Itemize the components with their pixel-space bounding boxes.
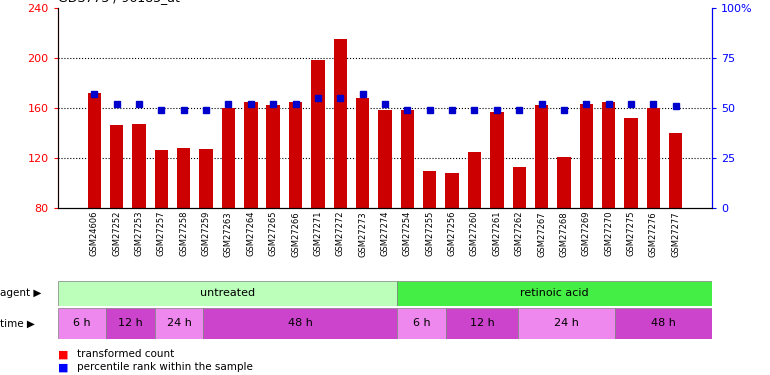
Text: untreated: untreated xyxy=(200,288,255,298)
Bar xyxy=(106,308,155,339)
Bar xyxy=(177,148,190,208)
Bar xyxy=(513,167,526,208)
Bar xyxy=(397,281,712,306)
Bar xyxy=(378,110,392,208)
Text: retinoic acid: retinoic acid xyxy=(521,288,589,298)
Bar xyxy=(266,105,280,208)
Bar xyxy=(445,173,459,208)
Bar xyxy=(397,308,446,339)
Bar xyxy=(289,102,303,208)
Bar xyxy=(199,149,213,208)
Text: transformed count: transformed count xyxy=(77,350,174,359)
Bar xyxy=(518,308,615,339)
Bar xyxy=(132,124,146,208)
Text: 6 h: 6 h xyxy=(73,318,91,328)
Bar xyxy=(88,93,101,208)
Bar xyxy=(669,133,682,208)
Text: 48 h: 48 h xyxy=(288,318,313,328)
Bar xyxy=(557,157,571,208)
Bar xyxy=(333,39,347,208)
Text: time ▶: time ▶ xyxy=(0,318,35,328)
Text: ■: ■ xyxy=(58,363,69,372)
Text: 12 h: 12 h xyxy=(470,318,494,328)
Text: ■: ■ xyxy=(58,350,69,359)
Bar xyxy=(490,112,504,208)
Bar xyxy=(244,102,257,208)
Bar xyxy=(624,118,638,208)
Bar xyxy=(155,150,168,208)
Bar xyxy=(203,308,397,339)
Bar xyxy=(58,281,397,306)
Bar xyxy=(58,308,106,339)
Bar xyxy=(535,105,548,208)
Bar xyxy=(356,98,370,208)
Text: agent ▶: agent ▶ xyxy=(0,288,42,298)
Bar xyxy=(0,374,14,375)
Bar xyxy=(400,110,414,208)
Text: 24 h: 24 h xyxy=(166,318,192,328)
Text: GDS773 / 96183_at: GDS773 / 96183_at xyxy=(58,0,179,4)
Text: 24 h: 24 h xyxy=(554,318,579,328)
Bar xyxy=(423,171,437,208)
Bar xyxy=(467,152,481,208)
Bar xyxy=(580,104,593,208)
Text: 12 h: 12 h xyxy=(118,318,143,328)
Text: 6 h: 6 h xyxy=(413,318,430,328)
Bar xyxy=(647,108,660,208)
Text: percentile rank within the sample: percentile rank within the sample xyxy=(77,363,253,372)
Text: 48 h: 48 h xyxy=(651,318,676,328)
Bar xyxy=(110,125,123,208)
Bar xyxy=(446,308,518,339)
Bar xyxy=(311,60,325,208)
Bar xyxy=(615,308,712,339)
Bar xyxy=(155,308,203,339)
Bar xyxy=(602,102,615,208)
Bar xyxy=(222,108,235,208)
